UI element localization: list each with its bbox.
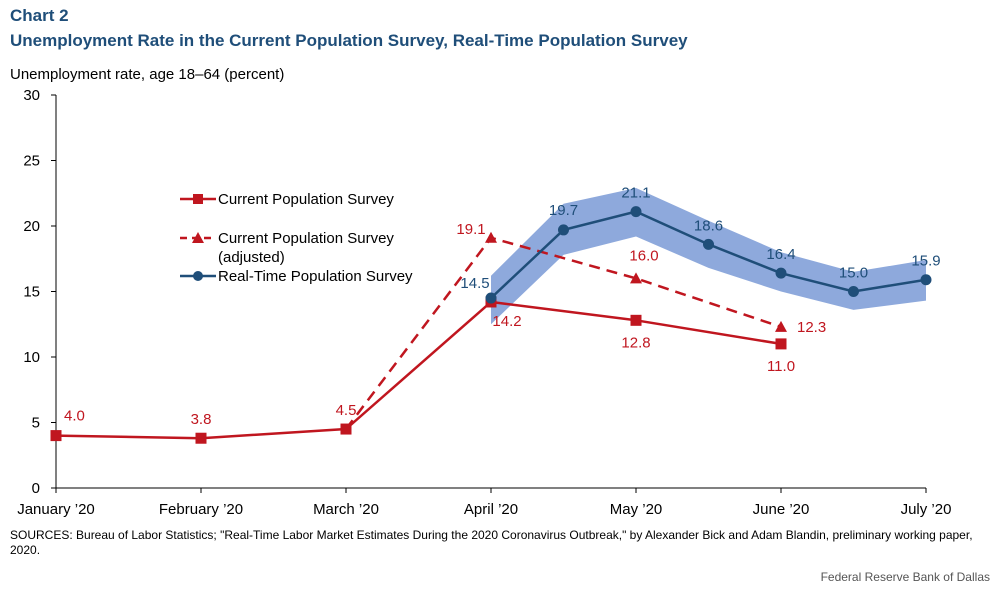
sources-note: SOURCES: Bureau of Labor Statistics; "Re… (10, 528, 973, 557)
cps-data-label: 3.8 (191, 411, 212, 428)
cps-data-label: 4.0 (64, 408, 85, 425)
legend-cps-adjusted-label-line1: Current Population Survey (218, 230, 394, 247)
rps-point (920, 274, 932, 286)
cps-data-label: 4.5 (336, 402, 357, 419)
rps-data-label: 19.7 (549, 202, 578, 219)
rps-point (558, 224, 569, 236)
rps-data-label: 15.9 (911, 253, 940, 270)
cps-data-label: 12.8 (621, 334, 650, 351)
legend-rps-marker (193, 271, 203, 281)
legend-cps-label: Current Population Survey (218, 191, 394, 208)
cps-point (195, 432, 207, 444)
legend-cps-marker (193, 194, 203, 204)
cps-point (630, 314, 642, 326)
y-tick-label: 0 (32, 480, 40, 497)
cps-line (55, 300, 782, 440)
rps-data-label: 15.0 (839, 265, 868, 282)
cps-point (775, 338, 787, 350)
legend-cps-adjusted-label-line2: (adjusted) (218, 249, 285, 266)
y-tick-label: 10 (23, 349, 40, 366)
y-tick-label: 15 (23, 284, 40, 301)
y-tick-label: 30 (23, 87, 40, 104)
rps-data-label: 18.6 (694, 217, 723, 234)
y-tick-label: 20 (23, 218, 40, 235)
x-tick-label: February ’20 (159, 501, 243, 518)
rps-point (703, 238, 714, 250)
cps-point (50, 430, 62, 442)
x-tick-label: May ’20 (610, 501, 663, 518)
rps-point (775, 267, 787, 279)
cps-adjusted-point (485, 231, 497, 243)
cps-adjusted-data-label: 19.1 (456, 221, 485, 238)
chart-title: Unemployment Rate in the Current Populat… (10, 31, 688, 50)
cps-adjusted-point (775, 320, 787, 332)
y-axis-title: Unemployment rate, age 18–64 (percent) (10, 66, 285, 83)
cps-data-label: 14.2 (492, 313, 521, 330)
legend-rps-label: Real-Time Population Survey (218, 268, 413, 285)
cps-adjusted-data-label: 12.3 (797, 319, 826, 336)
x-tick-label: June ’20 (753, 501, 810, 518)
cps-adjusted-line (345, 236, 782, 430)
cps-adjusted-point (630, 272, 642, 284)
x-tick-label: July ’20 (901, 501, 952, 518)
cps-data-label: 11.0 (767, 358, 795, 375)
rps-data-label: 14.5 (460, 275, 489, 292)
chart-label: Chart 2 (10, 6, 69, 25)
rps-confidence-band (491, 188, 926, 325)
x-tick-label: April ’20 (464, 501, 518, 518)
x-tick-label: March ’20 (313, 501, 379, 518)
rps-data-label: 21.1 (621, 185, 650, 202)
line-chart: 0 5 10 15 20 25 30 January ’20 February ’20 March… (17, 87, 952, 518)
y-tick-label: 25 (23, 153, 40, 170)
rps-point (848, 286, 859, 297)
y-tick-label: 5 (32, 415, 40, 432)
cps-adjusted-data-label: 16.0 (629, 247, 658, 264)
cps-point (340, 423, 352, 435)
legend-cps-adjusted-marker (192, 232, 204, 243)
rps-point (485, 292, 497, 304)
x-tick-label: January ’20 (17, 501, 95, 518)
rps-data-label: 16.4 (766, 246, 795, 263)
rps-point (630, 206, 642, 218)
credit-line: Federal Reserve Bank of Dallas (820, 570, 990, 584)
